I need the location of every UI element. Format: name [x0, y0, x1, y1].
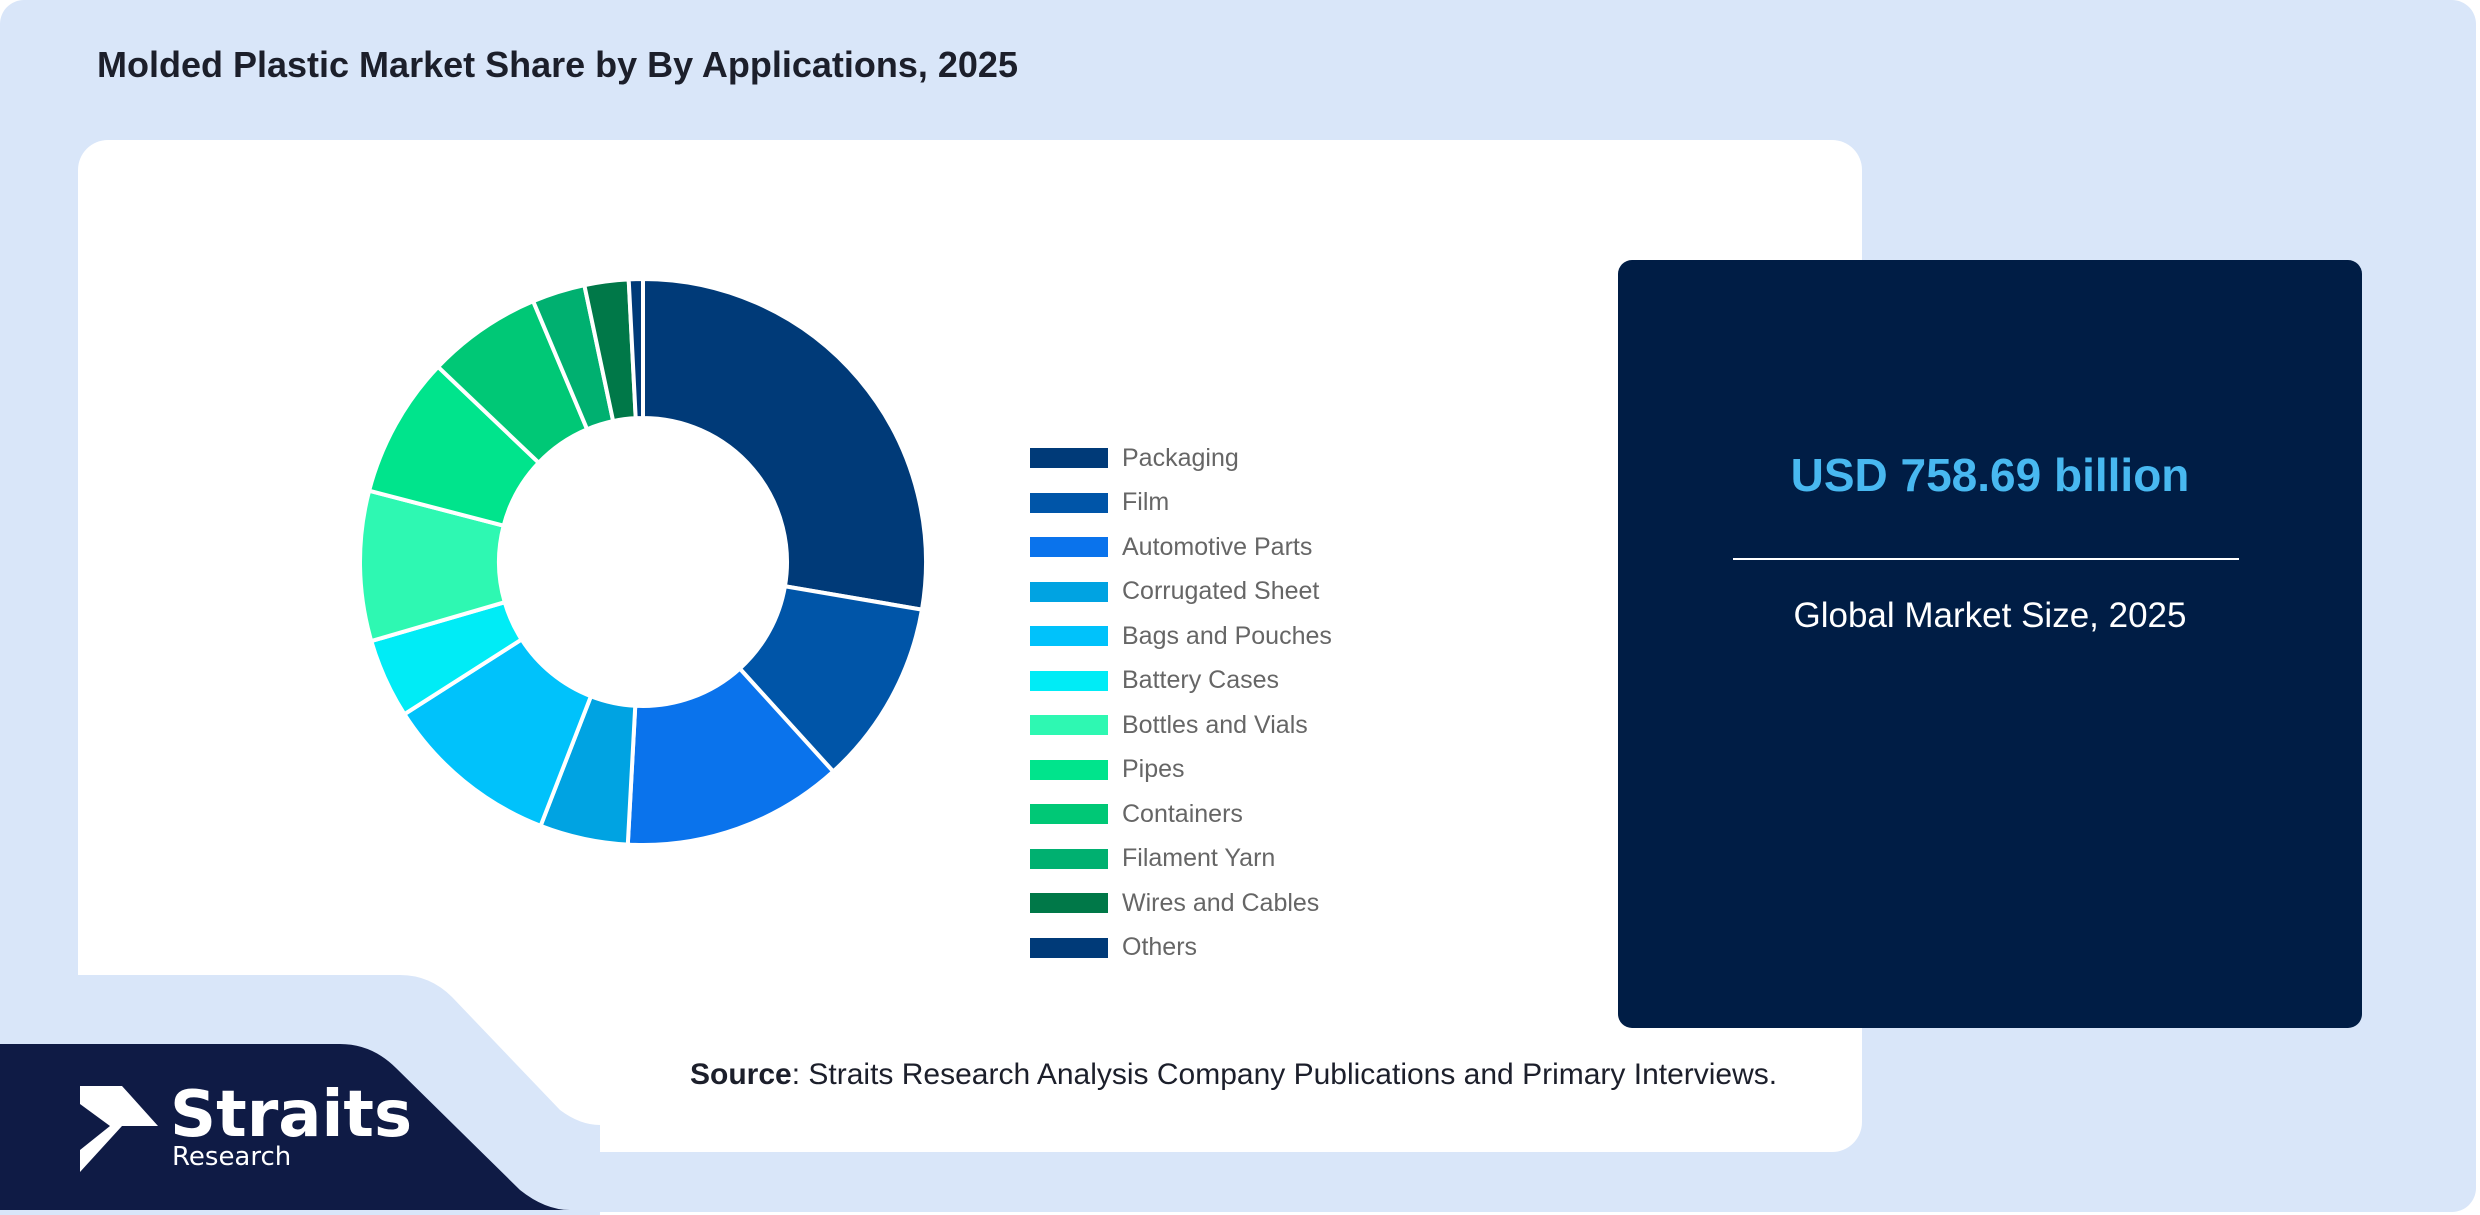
legend-swatch	[1030, 448, 1108, 469]
legend-item[interactable]: Filament Yarn	[1030, 837, 1332, 882]
legend-label: Others	[1122, 933, 1198, 962]
legend-swatch	[1030, 581, 1108, 602]
legend-item[interactable]: Pipes	[1030, 748, 1332, 793]
donut-slice-others[interactable]	[626, 276, 645, 421]
market-size-divider	[1733, 558, 2239, 560]
donut-slices	[358, 276, 928, 847]
brand-name: Straits	[170, 1078, 413, 1152]
legend-item[interactable]: Bottles and Vials	[1030, 703, 1332, 748]
legend-label: Containers	[1122, 799, 1243, 828]
legend-item[interactable]: Automotive Parts	[1030, 525, 1332, 570]
legend-label: Packaging	[1122, 443, 1239, 472]
chart-card: Packaging Film Automotive Parts Corrugated …	[78, 140, 1862, 1152]
legend-item[interactable]: Bags and Pouches	[1030, 614, 1332, 659]
chart-legend: Packaging Film Automotive Parts Corrugated …	[1030, 436, 1332, 970]
legend-item[interactable]: Containers	[1030, 792, 1332, 837]
legend-swatch	[1030, 848, 1108, 869]
legend-label: Bottles and Vials	[1122, 710, 1308, 739]
source-note: Source: Straits Research Analysis Compan…	[690, 1058, 1777, 1092]
legend-label: Automotive Parts	[1122, 532, 1313, 561]
legend-swatch	[1030, 537, 1108, 558]
legend-swatch	[1030, 804, 1108, 825]
market-size-label: Global Market Size, 2025	[1793, 596, 2187, 635]
legend-item[interactable]: Corrugated Sheet	[1030, 570, 1332, 615]
legend-item[interactable]: Battery Cases	[1030, 659, 1332, 704]
legend-label: Battery Cases	[1122, 666, 1280, 695]
legend-swatch	[1030, 492, 1108, 513]
legend-label: Bags and Pouches	[1122, 621, 1332, 650]
legend-swatch	[1030, 893, 1108, 914]
donut-chart	[358, 276, 928, 847]
legend-item[interactable]: Others	[1030, 926, 1332, 971]
market-size-panel: USD 758.69 billion Global Market Size, 2…	[1618, 260, 2362, 1028]
legend-label: Corrugated Sheet	[1122, 577, 1320, 606]
legend-item[interactable]: Film	[1030, 481, 1332, 526]
legend-swatch	[1030, 626, 1108, 647]
market-size-value: USD 758.69 billion	[1790, 449, 2190, 501]
donut-slice-packaging[interactable]	[641, 276, 928, 612]
brand-subtitle: Research	[172, 1142, 292, 1172]
legend-swatch	[1030, 670, 1108, 691]
legend-item[interactable]: Packaging	[1030, 436, 1332, 481]
legend-label: Pipes	[1122, 755, 1185, 784]
straits-logo-icon	[80, 1086, 158, 1172]
source-prefix: Source	[690, 1058, 792, 1091]
legend-swatch	[1030, 759, 1108, 780]
page-title: Molded Plastic Market Share by By Applic…	[97, 44, 1018, 85]
legend-label: Film	[1122, 488, 1170, 517]
legend-swatch	[1030, 937, 1108, 958]
brand-band	[0, 1044, 570, 1210]
legend-label: Filament Yarn	[1122, 844, 1276, 873]
legend-swatch	[1030, 715, 1108, 736]
source-text: : Straits Research Analysis Company Publ…	[791, 1058, 1778, 1091]
legend-label: Wires and Cables	[1122, 888, 1320, 917]
legend-item[interactable]: Wires and Cables	[1030, 881, 1332, 926]
